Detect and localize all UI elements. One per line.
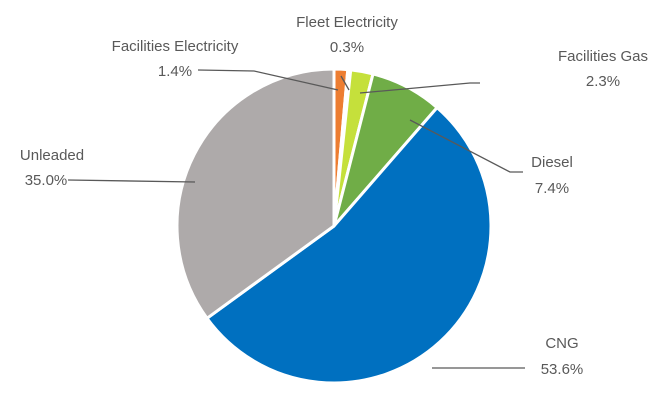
leader-line-diesel (409, 119, 523, 173)
leader-line-unleaded (67, 179, 196, 183)
label-fleet-electricity-name: Fleet Electricity (296, 14, 398, 31)
pie-slice-cng (205, 106, 493, 385)
label-facilities-gas-name: Facilities Gas (558, 48, 648, 65)
label-fleet-electricity-value: 0.3% (330, 39, 364, 56)
label-cng-name: CNG (545, 335, 578, 352)
label-cng-value: 53.6% (541, 361, 584, 378)
leader-line-facilities-electricity (197, 69, 339, 91)
labels-layer: Fleet Electricity 0.3% Facilities Electr… (20, 14, 648, 378)
leader-line-facilities-gas (359, 82, 480, 94)
slices-layer (175, 67, 493, 385)
label-unleaded-name: Unleaded (20, 147, 84, 164)
label-facilities-electricity-value: 1.4% (158, 63, 192, 80)
leader-lines-layer (67, 69, 525, 369)
label-diesel-value: 7.4% (535, 180, 569, 197)
pie-slice-unleaded (175, 67, 336, 320)
leader-line-fleet-electricity (340, 75, 350, 91)
label-diesel-name: Diesel (531, 154, 573, 171)
label-unleaded-value: 35.0% (25, 172, 68, 189)
label-facilities-electricity-name: Facilities Electricity (112, 38, 239, 55)
label-facilities-gas-value: 2.3% (586, 73, 620, 90)
